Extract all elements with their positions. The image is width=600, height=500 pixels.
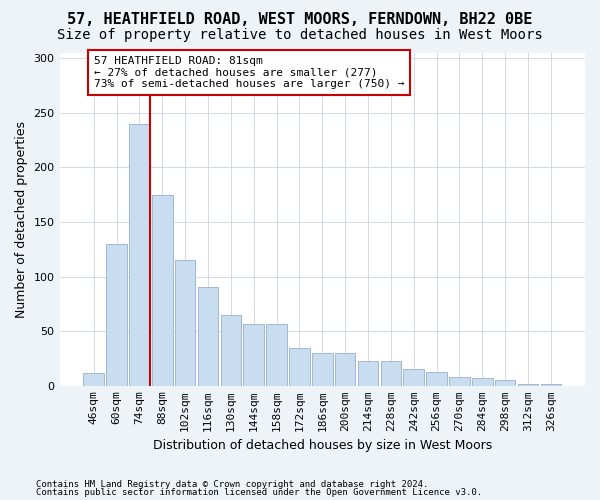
Bar xyxy=(449,377,470,386)
Bar xyxy=(472,378,493,386)
Text: 57, HEATHFIELD ROAD, WEST MOORS, FERNDOWN, BH22 0BE: 57, HEATHFIELD ROAD, WEST MOORS, FERNDOW… xyxy=(67,12,533,28)
Bar xyxy=(380,360,401,386)
Text: Contains public sector information licensed under the Open Government Licence v3: Contains public sector information licen… xyxy=(36,488,482,497)
Y-axis label: Number of detached properties: Number of detached properties xyxy=(15,120,28,318)
Bar xyxy=(426,372,447,386)
Bar xyxy=(152,194,173,386)
X-axis label: Distribution of detached houses by size in West Moors: Distribution of detached houses by size … xyxy=(152,440,492,452)
Bar xyxy=(358,360,378,386)
Bar xyxy=(106,244,127,386)
Bar xyxy=(198,288,218,386)
Bar xyxy=(289,348,310,386)
Text: 57 HEATHFIELD ROAD: 81sqm
← 27% of detached houses are smaller (277)
73% of semi: 57 HEATHFIELD ROAD: 81sqm ← 27% of detac… xyxy=(94,56,404,89)
Bar xyxy=(541,384,561,386)
Text: Contains HM Land Registry data © Crown copyright and database right 2024.: Contains HM Land Registry data © Crown c… xyxy=(36,480,428,489)
Bar xyxy=(312,353,332,386)
Bar xyxy=(175,260,196,386)
Bar xyxy=(244,324,264,386)
Bar xyxy=(129,124,150,386)
Bar xyxy=(335,353,355,386)
Bar xyxy=(518,384,538,386)
Bar xyxy=(221,315,241,386)
Bar xyxy=(495,380,515,386)
Bar xyxy=(266,324,287,386)
Bar xyxy=(403,370,424,386)
Text: Size of property relative to detached houses in West Moors: Size of property relative to detached ho… xyxy=(57,28,543,42)
Bar xyxy=(83,372,104,386)
